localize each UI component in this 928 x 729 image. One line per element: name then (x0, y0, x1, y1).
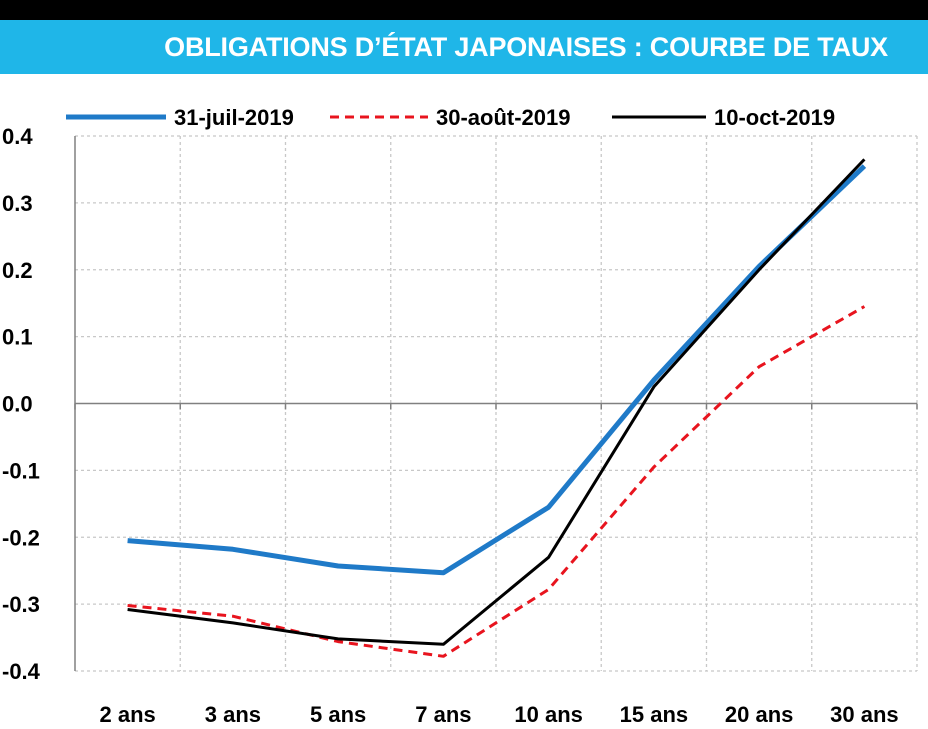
x-tick-label: 10 ans (514, 702, 583, 727)
legend-label-2: 10-oct-2019 (714, 105, 835, 130)
x-tick-label: 2 ans (99, 702, 155, 727)
axes (74, 136, 918, 671)
x-tick-label: 30 ans (830, 702, 899, 727)
legend: 31-juil-2019 30-août-2019 10-oct-2019 (66, 105, 835, 130)
y-tick-label: 0.3 (2, 191, 33, 216)
x-tick-label: 20 ans (725, 702, 794, 727)
y-tick-label: -0.4 (2, 659, 41, 684)
legend-label-0: 31-juil-2019 (174, 105, 294, 130)
chart-title: OBLIGATIONS D’ÉTAT JAPONAISES : COURBE D… (164, 31, 888, 62)
y-tick-label: 0.4 (2, 124, 33, 149)
y-tick-label: 0.1 (2, 325, 33, 350)
x-tick-label: 15 ans (620, 702, 689, 727)
grid-lines (75, 135, 918, 672)
y-tick-labels: 0.4 0.3 0.2 0.1 0.0 -0.1 -0.2 -0.3 -0.4 (2, 124, 41, 684)
y-tick-label: -0.2 (2, 525, 40, 550)
series-line-0 (127, 164, 867, 576)
y-tick-label: -0.1 (2, 458, 40, 483)
series-lines (127, 158, 867, 658)
top-bar (0, 0, 928, 20)
y-tick-label: -0.3 (2, 592, 40, 617)
yield-curve-chart: 0.4 0.3 0.2 0.1 0.0 -0.1 -0.2 -0.3 -0.4 2 ans 3 a… (2, 105, 918, 727)
x-tick-labels: 2 ans 3 ans 5 ans 7 ans 10 ans 15 ans 20 ans 30… (99, 702, 898, 727)
x-tick-label: 7 ans (415, 702, 471, 727)
y-tick-label: 0.0 (2, 392, 33, 417)
title-bar: OBLIGATIONS D’ÉTAT JAPONAISES : COURBE D… (0, 20, 928, 74)
x-tick-label: 3 ans (205, 702, 261, 727)
y-tick-label: 0.2 (2, 258, 33, 283)
legend-label-1: 30-août-2019 (436, 105, 571, 130)
series-line-1 (127, 305, 866, 658)
series-line-2 (127, 158, 866, 646)
x-tick-label: 5 ans (310, 702, 366, 727)
